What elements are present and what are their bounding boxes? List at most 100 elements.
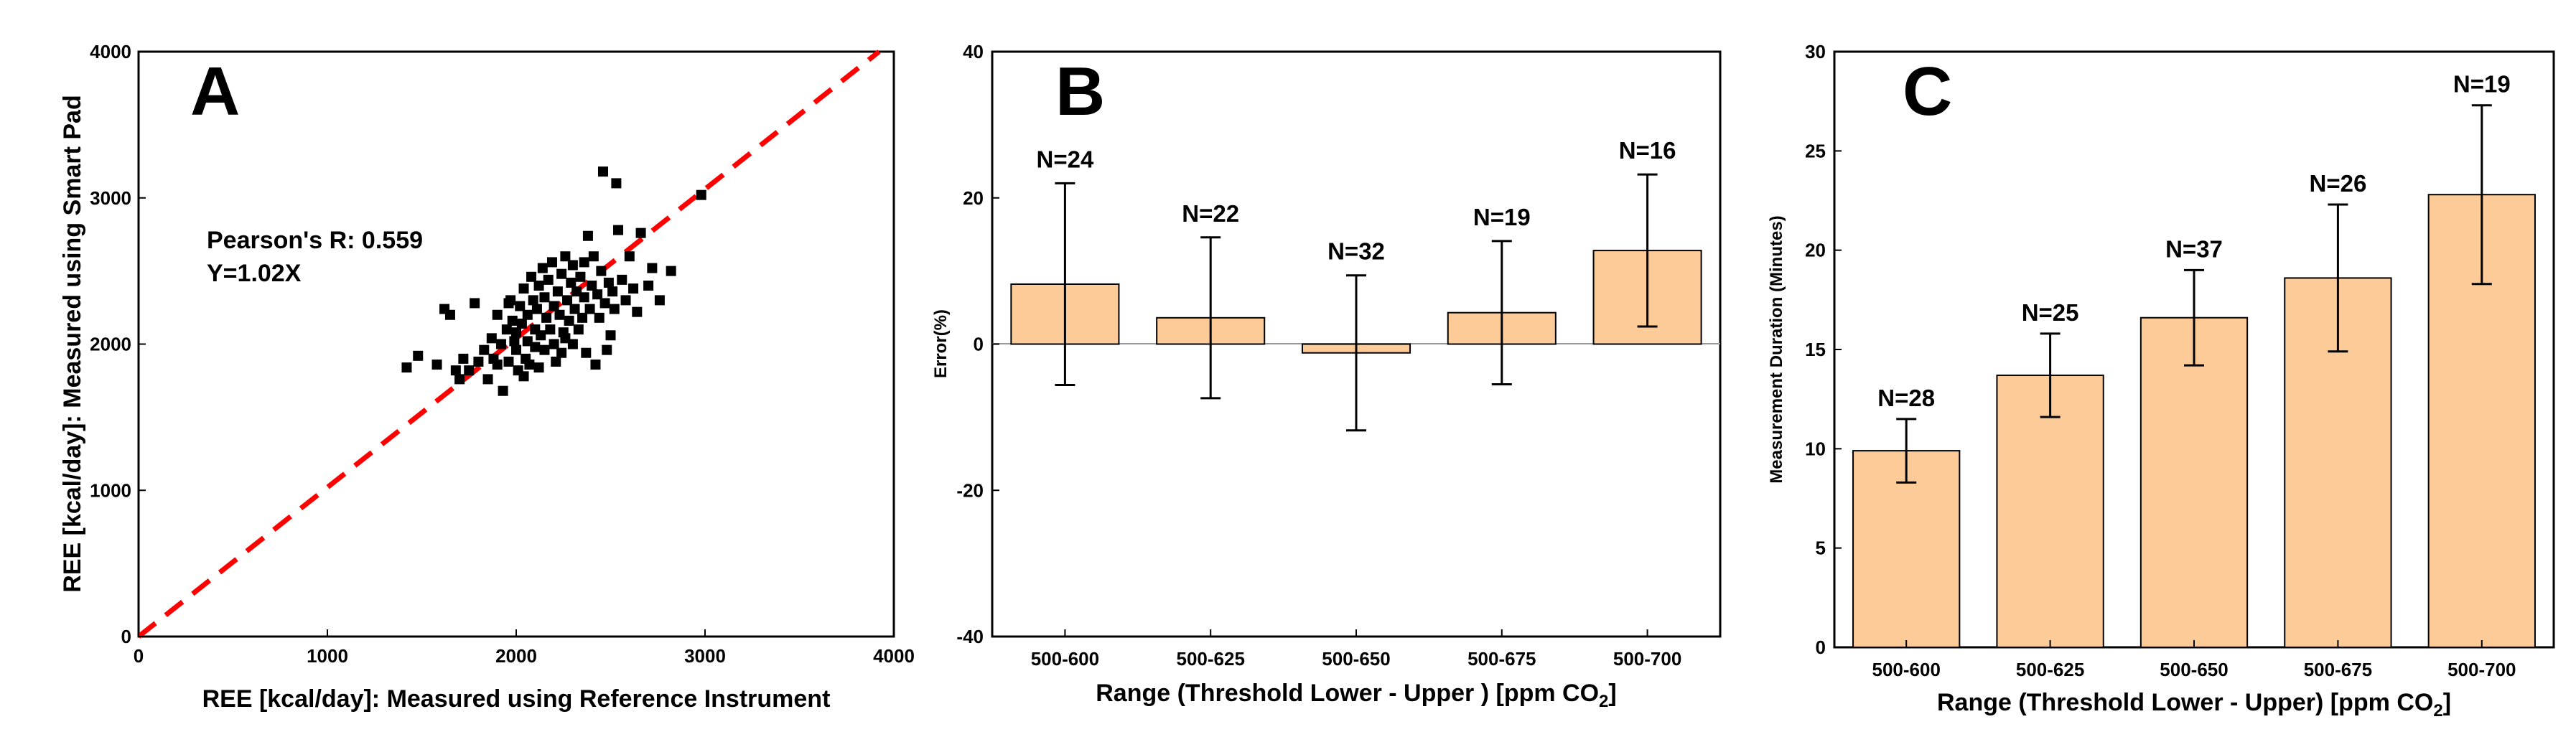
panel-a-scatter-point bbox=[567, 260, 578, 271]
panel-a-scatter-point bbox=[473, 356, 484, 367]
panel-a-x-tick-label: 0 bbox=[134, 645, 144, 667]
panel-a-scatter-point bbox=[628, 283, 639, 294]
panel-a-scatter-point bbox=[528, 295, 538, 306]
panel-a-scatter-point bbox=[579, 292, 589, 303]
panel-a-scatter-point bbox=[584, 304, 595, 314]
panel-a-scatter-point bbox=[450, 365, 461, 376]
panel-a-scatter-point bbox=[566, 277, 577, 288]
panel-a-scatter-point bbox=[516, 318, 527, 329]
panel-a-scatter-point bbox=[454, 374, 465, 385]
panel-a-scatter-point bbox=[666, 266, 676, 276]
panel-a-scatter-point bbox=[546, 257, 557, 268]
panel-a-scatter-point bbox=[503, 298, 514, 309]
panel-b-n-label: N=22 bbox=[1182, 200, 1239, 227]
panel-c-n-label: N=28 bbox=[1877, 385, 1935, 411]
panel-a-scatter-point bbox=[530, 342, 541, 352]
panel-c-bar bbox=[2139, 316, 2249, 648]
panel-c-x-tick-label: 500-675 bbox=[2304, 659, 2372, 680]
panel-a-scatter-point bbox=[533, 362, 544, 373]
panel-a-x-tick-label: 2000 bbox=[495, 645, 537, 667]
panel-a-scatter-point bbox=[539, 344, 550, 355]
panel-b-y-tick-label: 20 bbox=[963, 187, 984, 209]
panel-b-n-label: N=16 bbox=[1619, 137, 1676, 164]
panel-a-y-tick-label: 1000 bbox=[90, 479, 131, 501]
panel-c-bar bbox=[1996, 374, 2104, 648]
panel-a-pearson-annotation: Pearson's R: 0.559 bbox=[207, 227, 423, 254]
panel-a-scatter-point bbox=[545, 324, 556, 335]
panel-b-y-tick-label: 40 bbox=[963, 41, 984, 62]
panel-a-scatter-point bbox=[458, 353, 469, 364]
panel-a-scatter-point bbox=[654, 295, 665, 306]
panel-b-y-tick-label: -40 bbox=[956, 626, 984, 647]
panel-c-y-tick-label: 15 bbox=[1805, 339, 1826, 360]
panel-a-scatter-point bbox=[537, 263, 548, 273]
panel-b-n-label: N=32 bbox=[1327, 238, 1385, 265]
panel-a-scatter-point bbox=[533, 281, 544, 291]
panel-a-scatter-point bbox=[518, 371, 529, 382]
panel-a-scatter-point bbox=[696, 189, 706, 200]
panel-c-x-axis-label-end: ] bbox=[2443, 689, 2451, 716]
panel-c-x-tick-label: 500-700 bbox=[2447, 659, 2516, 680]
panel-b-x-axis-label-end: ] bbox=[1608, 680, 1616, 707]
panel-a-scatter-point bbox=[486, 333, 497, 344]
panel-a-scatter-point bbox=[556, 347, 567, 358]
panel-c-x-tick-label: 500-600 bbox=[1872, 659, 1940, 680]
panel-a-letter: A bbox=[190, 53, 240, 130]
panel-c-x-tick-label: 500-650 bbox=[2160, 659, 2228, 680]
panel-c-y-tick-label: 20 bbox=[1805, 240, 1826, 261]
panel-b-x-axis-label-subscript: 2 bbox=[1599, 692, 1608, 711]
panel-c-letter: C bbox=[1903, 53, 1952, 130]
panel-b-bar-chart: N=24N=22N=32N=19N=16 500-600 500-625 500-6… bbox=[931, 41, 1722, 711]
panel-a-x-tick-label: 3000 bbox=[684, 645, 726, 667]
panel-b-x-tick-label: 500-600 bbox=[1031, 648, 1099, 670]
panel-a-y-tick-label: 2000 bbox=[90, 334, 131, 355]
panel-c-n-label: N=37 bbox=[2165, 235, 2223, 262]
panel-a-scatter-point bbox=[536, 330, 546, 341]
panel-c-x-axis-label: Range (Threshold Lower - Upper) [ppm CO2… bbox=[1937, 689, 2451, 720]
panel-a-scatter-point bbox=[603, 277, 614, 288]
panel-a-scatter-point bbox=[575, 271, 586, 282]
panel-c-y-tick-label: 30 bbox=[1805, 41, 1826, 62]
panel-a-scatter-point bbox=[617, 274, 627, 285]
panel-a-scatter-point bbox=[571, 286, 582, 297]
panel-a-scatter-point bbox=[624, 251, 635, 262]
panel-a-x-tick-label: 1000 bbox=[307, 645, 348, 667]
panel-a-scatter-point bbox=[569, 304, 580, 314]
panel-c-x-ticks: 500-600 500-625 500-650 500-675 500-700 bbox=[1872, 640, 2516, 680]
panel-a-scatter-point bbox=[573, 324, 584, 335]
panel-a-scatter-point bbox=[581, 347, 592, 358]
panel-b-y-tick-label: -20 bbox=[956, 479, 984, 501]
panel-a-y-tick-label: 0 bbox=[121, 626, 131, 647]
panel-a-scatter-point bbox=[543, 274, 554, 285]
panel-a-scatter-point bbox=[482, 374, 493, 385]
panel-a-scatter-point bbox=[577, 312, 588, 323]
panel-a-scatter-point bbox=[609, 304, 620, 314]
panel-b-x-ticks: 500-600 500-625 500-650 500-675 500-700 bbox=[1031, 629, 1681, 670]
panel-a-scatter-point bbox=[605, 330, 616, 341]
panel-c-n-label: N=19 bbox=[2453, 71, 2511, 98]
panel-a-scatter-point bbox=[587, 281, 597, 291]
panel-a-scatter-point bbox=[620, 295, 631, 306]
panel-a-scatter-point bbox=[479, 344, 490, 355]
panel-a-scatter-point bbox=[492, 309, 503, 320]
panel-a-scatter-point bbox=[590, 360, 601, 370]
panel-a-scatter-point bbox=[413, 350, 424, 361]
panel-a-fit-line-group bbox=[136, 50, 881, 639]
panel-a-fit-line bbox=[136, 50, 881, 639]
panel-c-x-tick-label: 500-625 bbox=[2016, 659, 2084, 680]
panel-a-scatter-point bbox=[541, 312, 552, 323]
panel-a-x-tick-label: 4000 bbox=[873, 645, 915, 667]
panel-a-scatter-point bbox=[602, 344, 612, 355]
panel-a-scatter-point bbox=[549, 339, 559, 349]
panel-b-x-axis-label-main: Range (Threshold Lower - Upper ) [ppm CO bbox=[1096, 680, 1599, 707]
panel-a-scatter-point bbox=[522, 309, 533, 320]
panel-c-y-ticks: 0 5 10 15 20 25 30 bbox=[1805, 41, 1842, 658]
panel-a-scatter-point bbox=[509, 336, 520, 347]
panel-a-scatter-point bbox=[607, 286, 618, 297]
panel-a-fit-equation: Y=1.02X bbox=[207, 260, 302, 287]
panel-a-scatter-point bbox=[511, 327, 521, 338]
panel-a-scatter-point bbox=[592, 289, 603, 300]
panel-a-scatter-point bbox=[554, 309, 565, 320]
panel-a-x-ticks: 0 1000 2000 3000 4000 bbox=[134, 629, 915, 667]
